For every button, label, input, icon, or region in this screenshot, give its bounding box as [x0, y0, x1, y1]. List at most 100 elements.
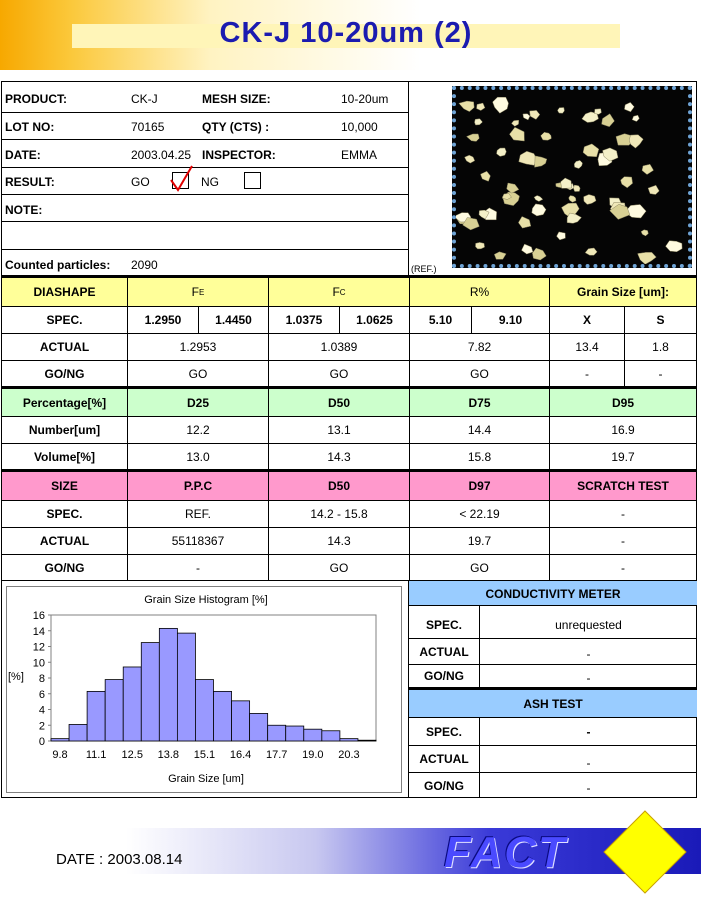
histogram-bar — [303, 728, 323, 742]
size-header-band — [2, 472, 696, 500]
x-tick-label: 15.1 — [194, 749, 215, 761]
ppc-spec: REF. — [184, 507, 211, 521]
percentage-header-band — [2, 389, 696, 416]
fc-header-sub: C — [339, 287, 346, 297]
ash-spec: - — [586, 725, 591, 739]
particle-grain — [574, 160, 583, 169]
section-divider — [1, 275, 697, 278]
scratch-gong: - — [621, 560, 625, 575]
volume-d95: 19.7 — [611, 449, 635, 464]
histogram-bar — [195, 679, 214, 742]
table-col-line — [339, 306, 340, 333]
particle-grain — [557, 107, 565, 114]
d97-spec: < 22.19 — [459, 507, 500, 521]
d75-header: D75 — [468, 395, 491, 410]
ppc-header: P.P.C — [183, 479, 213, 493]
table-line — [1, 416, 697, 417]
particle-grain — [511, 120, 519, 127]
info-line — [1, 194, 409, 195]
ash-spec-label: SPEC. — [425, 725, 462, 739]
d50-header: D50 — [327, 395, 350, 410]
particle-grain — [475, 242, 485, 250]
r-spec-max: 9.10 — [498, 313, 523, 327]
section-divider — [409, 687, 697, 690]
particle-grain — [602, 147, 619, 162]
go-option-label: GO — [131, 175, 150, 189]
report-frame — [1, 81, 697, 798]
r-gong: GO — [470, 366, 489, 381]
table-col-line — [409, 472, 410, 580]
section-divider — [1, 580, 697, 581]
histogram-bar — [357, 739, 377, 742]
table-line — [409, 772, 697, 773]
number-d25: 12.2 — [186, 423, 210, 437]
volume-d75: 15.8 — [467, 449, 492, 464]
histogram-bar — [86, 690, 106, 742]
fc-actual: 1.0389 — [320, 340, 358, 354]
particle-photo — [452, 86, 692, 268]
title-highlight — [72, 24, 620, 48]
x-tick-label: 9.8 — [52, 749, 67, 761]
histogram-bar — [267, 724, 287, 742]
d97-gong: GO — [470, 560, 489, 575]
ash-actual: - — [586, 756, 591, 770]
qty-label: QTY (CTS) : — [202, 120, 270, 134]
grain-size-histogram: Grain Size Histogram [%] Grain Size [um]… — [6, 586, 402, 793]
info-line — [1, 221, 409, 222]
histogram-bar — [140, 642, 160, 742]
particle-grain — [474, 118, 483, 126]
percentage-header: Percentage[%] — [22, 395, 107, 410]
particle-grain — [641, 164, 654, 175]
section-divider — [1, 386, 697, 389]
x-tick-label: 17.7 — [266, 749, 287, 761]
fe-header-sub: E — [199, 287, 205, 297]
conductivity-actual-label: ACTUAL — [419, 644, 469, 659]
conductivity-actual: - — [586, 646, 591, 661]
particle-grain — [581, 111, 599, 123]
particle-grain — [624, 102, 635, 113]
info-line — [1, 249, 409, 250]
ppc-actual: 55118367 — [171, 534, 225, 548]
fe-header-letter: F — [191, 285, 199, 299]
size-header: SIZE — [51, 479, 78, 493]
table-col-line — [268, 472, 269, 580]
diashape-header: DIASHAPE — [33, 285, 96, 299]
table-line — [1, 527, 697, 528]
scratch-test-header: SCRATCH TEST — [577, 479, 669, 493]
lot-no-value: 70165 — [131, 120, 165, 134]
grain-s-gong: - — [658, 366, 663, 381]
ash-gong-label: GO/NG — [423, 778, 464, 793]
counted-particles-label: Counted particles: — [5, 258, 111, 272]
d50-actual: 14.3 — [327, 534, 351, 548]
footer-band — [0, 828, 701, 874]
diashape-actual-label: ACTUAL — [39, 340, 90, 354]
histogram-bar — [339, 738, 359, 742]
particle-grain — [534, 155, 548, 168]
histogram-bar — [122, 666, 142, 742]
particle-grain — [496, 147, 507, 157]
conductivity-gong-label: GO/NG — [423, 669, 464, 683]
photo-ref-label: (REF.) — [411, 264, 437, 274]
ash-title: ASH TEST — [523, 697, 583, 711]
diashape-gong-label: GO/NG — [44, 366, 85, 381]
ng-checkbox[interactable] — [244, 172, 261, 189]
particle-grain — [556, 231, 566, 241]
particle-grain — [631, 114, 640, 122]
chart-x-ticks: 9.8 11.1 12.5 13.8 15.1 16.4 17.7 19.0 20.3 — [52, 749, 359, 761]
table-line — [1, 500, 697, 501]
inspector-value: EMMA — [341, 148, 377, 162]
info-line — [1, 112, 409, 113]
histogram-bar — [213, 690, 232, 742]
info-divider — [408, 81, 409, 275]
particle-grain — [566, 212, 582, 224]
grain-s-header: S — [656, 313, 665, 327]
fc-header-letter: F — [332, 285, 340, 299]
y-tick-label: 12 — [33, 642, 45, 654]
r-percent-header: R% — [469, 285, 490, 299]
ng-option-label: NG — [201, 175, 219, 189]
checkmark-icon — [170, 165, 193, 192]
particle-grain — [594, 108, 602, 115]
table-col-line — [127, 472, 128, 580]
y-tick-label: 14 — [33, 626, 45, 638]
histogram-bar — [249, 713, 269, 742]
